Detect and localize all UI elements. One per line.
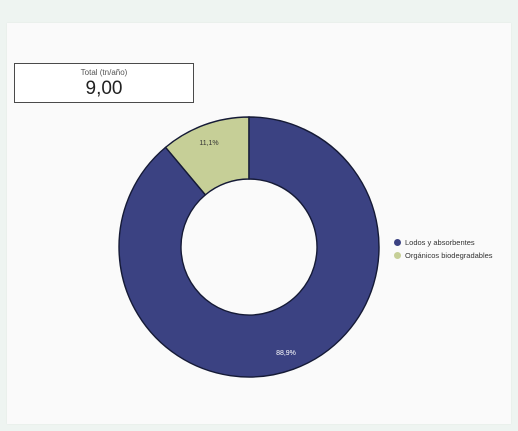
slice-lodos[interactable] (118, 116, 380, 378)
slice-label-organicos: 11,1% (199, 140, 218, 147)
legend-item-lodos[interactable]: Lodos y absorbentes (394, 236, 493, 249)
legend-swatch-organicos (394, 252, 401, 259)
total-kpi-value: 9,00 (85, 78, 123, 99)
legend-swatch-lodos (394, 239, 401, 246)
total-kpi-label: Total (tn/año) (80, 68, 128, 77)
total-kpi-card: Total (tn/año) 9,00 (14, 63, 194, 103)
legend-item-organicos[interactable]: Orgánicos biodegradables (394, 249, 493, 262)
legend-label-organicos: Orgánicos biodegradables (405, 251, 493, 260)
slice-label-lodos: 88,9% (276, 350, 296, 357)
legend-label-lodos: Lodos y absorbentes (405, 238, 475, 247)
chart-legend: Lodos y absorbentes Orgánicos biodegrada… (394, 236, 493, 262)
